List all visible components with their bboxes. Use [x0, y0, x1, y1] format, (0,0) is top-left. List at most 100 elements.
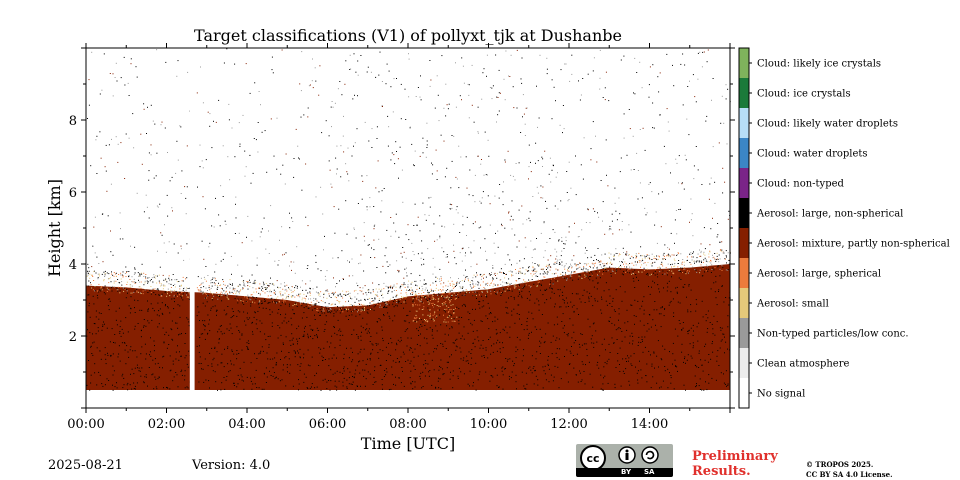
- aerosol-speckle: [303, 353, 305, 355]
- aerosol-speckle: [163, 387, 164, 389]
- spherical-aerosol-patch: [450, 299, 452, 300]
- upper-noise-speckle: [238, 232, 240, 234]
- aerosol-speckle: [603, 366, 605, 368]
- layer-top-speckle: [616, 269, 618, 271]
- upper-noise-speckle: [401, 169, 403, 171]
- layer-top-speckle: [515, 269, 516, 270]
- aerosol-speckle: [426, 328, 428, 330]
- aerosol-speckle: [299, 369, 301, 371]
- x-tick-label: 14:00: [631, 417, 668, 432]
- aerosol-speckle: [567, 306, 569, 307]
- upper-noise-speckle: [312, 87, 314, 89]
- aerosol-speckle: [298, 352, 299, 354]
- layer-top-speckle: [487, 285, 488, 286]
- layer-top-speckle: [370, 292, 372, 294]
- layer-top-speckle: [653, 256, 655, 258]
- upper-noise-speckle: [419, 230, 421, 232]
- upper-noise-speckle: [323, 293, 325, 295]
- aerosol-speckle: [428, 353, 430, 355]
- layer-top-speckle: [229, 279, 231, 281]
- aerosol-speckle: [284, 357, 286, 359]
- layer-top-speckle: [334, 296, 336, 298]
- aerosol-speckle: [233, 364, 235, 366]
- layer-top-speckle: [261, 286, 263, 288]
- aerosol-speckle: [256, 387, 258, 388]
- layer-top-speckle: [130, 284, 132, 286]
- aerosol-speckle: [710, 272, 712, 273]
- aerosol-speckle: [334, 385, 336, 387]
- upper-noise-speckle: [430, 79, 432, 81]
- layer-top-speckle: [406, 294, 408, 296]
- layer-top-speckle: [666, 255, 668, 257]
- aerosol-speckle: [360, 325, 362, 327]
- aerosol-speckle: [326, 321, 328, 323]
- aerosol-speckle: [713, 315, 715, 317]
- aerosol-speckle: [705, 381, 706, 383]
- upper-noise-speckle: [596, 161, 598, 163]
- aerosol-speckle: [539, 340, 541, 342]
- upper-noise-speckle: [467, 83, 469, 85]
- upper-noise-speckle: [251, 240, 253, 242]
- aerosol-speckle: [129, 349, 131, 351]
- upper-noise-speckle: [368, 140, 370, 142]
- aerosol-speckle: [550, 374, 552, 376]
- aerosol-speckle: [463, 303, 465, 305]
- aerosol-speckle: [639, 320, 641, 322]
- upper-noise-speckle: [620, 59, 622, 61]
- layer-top-speckle: [246, 297, 248, 299]
- layer-top-speckle: [392, 286, 394, 288]
- layer-top-speckle: [381, 306, 383, 308]
- aerosol-speckle: [499, 341, 501, 343]
- aerosol-speckle: [358, 361, 359, 363]
- spherical-aerosol-patch: [435, 316, 437, 318]
- aerosol-speckle: [396, 305, 398, 307]
- aerosol-speckle: [356, 334, 358, 335]
- upper-noise-speckle: [568, 161, 570, 163]
- aerosol-speckle: [364, 385, 366, 387]
- layer-top-speckle: [437, 277, 438, 279]
- aerosol-speckle: [726, 385, 727, 387]
- upper-noise-speckle: [433, 223, 435, 225]
- aerosol-speckle: [94, 363, 96, 365]
- layer-top-speckle: [723, 251, 725, 253]
- layer-top-speckle: [240, 289, 242, 291]
- layer-top-speckle: [437, 294, 438, 296]
- aerosol-speckle: [211, 365, 213, 367]
- upper-noise-speckle: [425, 219, 427, 221]
- layer-top-speckle: [371, 298, 373, 299]
- aerosol-speckle: [478, 300, 480, 302]
- layer-top-speckle: [255, 281, 257, 283]
- layer-top-speckle: [532, 265, 534, 267]
- upper-noise-speckle: [518, 209, 520, 211]
- copyright-line-1: © TROPOS 2025.: [806, 460, 874, 469]
- upper-noise-speckle: [468, 84, 470, 86]
- aerosol-speckle: [209, 319, 210, 321]
- aerosol-speckle: [381, 329, 383, 331]
- aerosol-speckle: [444, 311, 446, 313]
- upper-noise-speckle: [646, 212, 648, 214]
- upper-noise-speckle: [674, 242, 675, 244]
- layer-top-speckle: [676, 254, 678, 256]
- aerosol-speckle: [187, 366, 189, 368]
- layer-top-speckle: [515, 286, 517, 288]
- aerosol-speckle: [307, 349, 309, 351]
- upper-noise-speckle: [707, 49, 709, 51]
- aerosol-speckle: [317, 337, 318, 339]
- upper-noise-speckle: [381, 190, 383, 192]
- spherical-aerosol-patch: [415, 294, 417, 296]
- layer-top-speckle: [364, 307, 365, 309]
- layer-top-speckle: [533, 267, 535, 269]
- layer-top-speckle: [430, 288, 432, 290]
- aerosol-speckle: [378, 357, 380, 359]
- upper-noise-speckle: [187, 71, 189, 73]
- aerosol-speckle: [649, 293, 651, 295]
- layer-top-speckle: [97, 278, 99, 280]
- upper-noise-speckle: [655, 258, 657, 260]
- upper-noise-speckle: [279, 239, 280, 241]
- upper-noise-speckle: [535, 142, 537, 144]
- layer-top-speckle: [371, 301, 373, 302]
- spherical-aerosol-patch: [437, 301, 439, 303]
- upper-noise-speckle: [353, 145, 354, 147]
- layer-top-speckle: [149, 280, 151, 282]
- aerosol-speckle: [279, 327, 281, 329]
